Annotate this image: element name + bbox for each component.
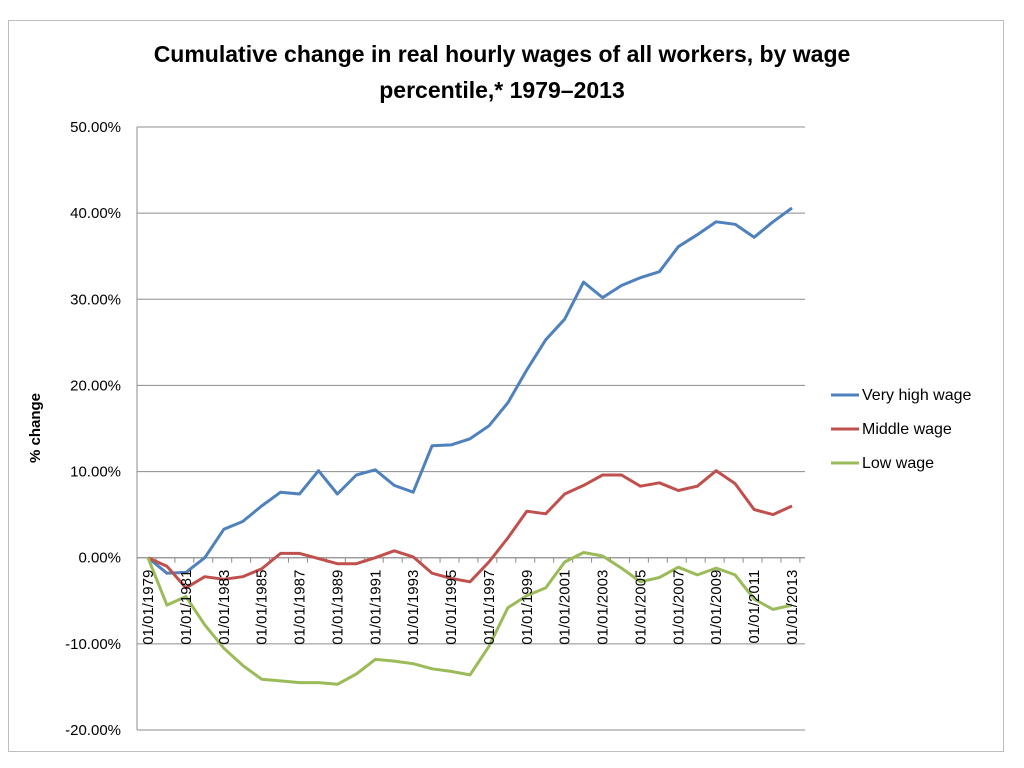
gridlines	[137, 126, 805, 731]
x-tick-labels: 01/01/1979 01/01/1981 01/01/1983 01/01/1985…	[140, 570, 801, 645]
x-tick-label: 01/01/2003	[595, 570, 612, 645]
x-tick-label: 01/01/2001	[557, 570, 574, 645]
x-tick-label: 01/01/2005	[632, 570, 649, 645]
x-tick-label: 01/01/1985	[254, 570, 271, 645]
x-tick-label: 01/01/1987	[292, 570, 309, 645]
y-axis-title: % change	[27, 393, 44, 463]
x-tick-label: 01/01/1997	[481, 570, 498, 645]
legend-label-3: Low wage	[862, 455, 934, 472]
legend-label-2: Middle wage	[862, 421, 952, 438]
x-tick-label: 01/01/1989	[329, 570, 346, 645]
chart-title-line-2: percentile,* 1979–2013	[379, 77, 625, 103]
x-tick-label: 01/01/1993	[405, 570, 422, 645]
x-tick-label: 01/01/2013	[784, 570, 801, 645]
legend: Very high wage Middle wage Low wage	[831, 387, 972, 472]
y-tick-label: -20.00%	[65, 722, 121, 739]
series-line-3	[146, 551, 793, 686]
legend-label-1: Very high wage	[862, 387, 972, 404]
x-tick-label: 01/01/2009	[708, 570, 725, 645]
x-tick-label: 01/01/1991	[367, 570, 384, 645]
y-tick-label: -10.00%	[65, 636, 121, 653]
y-tick-label: 50.00%	[70, 119, 121, 136]
y-tick-label: 10.00%	[70, 464, 121, 481]
axes	[136, 127, 805, 730]
x-tick-label: 01/01/1981	[178, 570, 195, 645]
series-line-1	[147, 206, 793, 575]
x-tick-label: 01/01/1999	[519, 570, 536, 645]
y-tick-label: 30.00%	[70, 291, 121, 308]
chart-title: Cumulative change in real hourly wages o…	[0, 36, 1004, 108]
chart-title-line-1: Cumulative change in real hourly wages o…	[153, 41, 851, 67]
y-tick-label: 20.00%	[70, 377, 121, 394]
x-tick-label: 01/01/1995	[443, 570, 460, 645]
x-tick-label: 01/01/2007	[670, 570, 687, 645]
series-line-2	[147, 469, 793, 590]
x-tick-label: 01/01/1983	[216, 570, 233, 645]
series-lines	[146, 206, 793, 686]
y-tick-label: 0.00%	[78, 550, 121, 567]
chart-area	[8, 20, 1004, 752]
y-tick-labels: -20.00% -10.00% 0.00% 10.00% 20.00% 30.00% 40.…	[65, 119, 121, 739]
x-tick-label: 01/01/2011	[746, 570, 763, 644]
x-tick-label: 01/01/1979	[140, 570, 157, 645]
y-tick-label: 40.00%	[70, 205, 121, 222]
